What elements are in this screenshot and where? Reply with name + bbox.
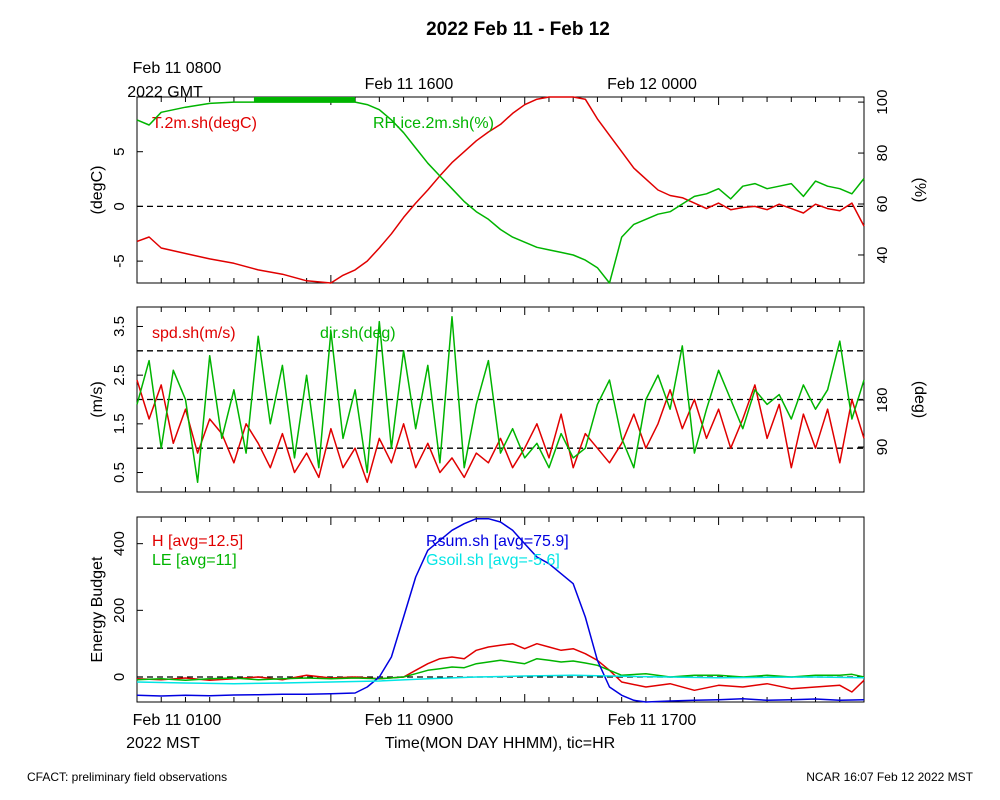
y-tick-label: 5 — [111, 148, 128, 156]
series-line-gsoil-sh-avg-5-6 — [136, 674, 865, 685]
energy-budget-panel: 0 200 400 Energy Budget H [avg=12.5] LE [avg=… — [89, 516, 865, 703]
y-tick-label: 0.5 — [111, 462, 128, 483]
top-time-label-1-year: 2022 GMT — [127, 84, 203, 101]
footer-left-note: CFACT: preliminary field observations — [27, 770, 227, 784]
wind-panel: 0.5 1.5 2.5 3.5 180 90 (m/s) (deg) spd.sh(m/s) di… — [89, 306, 928, 493]
series-label-t-2m-sh-degc: T.2m.sh(degC) — [152, 115, 257, 132]
series-label-rsum-sh-avg-75-9: Rsum.sh [avg=75.9] — [426, 533, 569, 550]
y-tick-label: 2.5 — [111, 365, 128, 386]
temperature-humidity-panel: -5 0 5 40 60 80 100 (degC) (%) T.2m.sh(degC) RH.ic… — [89, 90, 928, 284]
series-label-dir-sh-deg: dir.sh(deg) — [320, 325, 396, 342]
series-line-le-avg-11 — [136, 657, 865, 682]
y2-axis-label: (%) — [911, 178, 928, 203]
series-label-le-avg-11: LE [avg=11] — [152, 552, 237, 569]
series-line-h-avg-12-5 — [136, 642, 865, 693]
y-tick-label: 1.5 — [111, 413, 128, 434]
series-label-gsoil-sh-avg-5-6: Gsoil.sh [avg=-5.6] — [426, 552, 560, 569]
y-axis-label: (m/s) — [89, 381, 106, 417]
footer-right-note: NCAR 16:07 Feb 12 2022 MST — [806, 770, 973, 784]
top-time-label-2: Feb 11 1600 — [365, 76, 454, 93]
y2-axis-label: (deg) — [911, 381, 928, 418]
series-line-spd-sh-m-s — [136, 379, 865, 484]
y2-tick-label: 100 — [874, 90, 891, 115]
top-time-label-3: Feb 12 0000 — [607, 76, 697, 93]
y2-tick-label: 90 — [874, 439, 891, 456]
y-axis-label: Energy Budget — [89, 556, 106, 662]
top-time-label-1: Feb 11 0800 — [133, 60, 222, 77]
y-axis-label: (degC) — [89, 166, 106, 215]
chart-title: 2022 Feb 11 - Feb 12 — [426, 19, 610, 40]
y-tick-label: 400 — [111, 531, 128, 556]
series-line-t-2m-sh-degc — [136, 96, 865, 284]
y-tick-label: 3.5 — [111, 316, 128, 337]
y-tick-label: -5 — [111, 254, 128, 267]
bottom-time-label-2: Feb 11 0900 — [365, 712, 454, 729]
series-line-dir-sh-deg — [136, 315, 865, 484]
saturation-marker-strip — [253, 97, 356, 102]
y2-tick-label: 40 — [874, 247, 891, 264]
y-tick-label: 200 — [111, 598, 128, 623]
y2-tick-label: 60 — [874, 196, 891, 213]
series-label-spd-sh-m-s: spd.sh(m/s) — [152, 325, 236, 342]
y-tick-label: 0 — [111, 673, 128, 681]
series-label-rh-ice-2m-sh: RH.ice.2m.sh(%) — [373, 115, 494, 132]
y2-tick-label: 80 — [874, 145, 891, 162]
bottom-time-label-1: Feb 11 0100 — [133, 712, 222, 729]
series-label-h-avg-12-5: H [avg=12.5] — [152, 533, 243, 550]
y-tick-label: 0 — [111, 202, 128, 210]
series-line-rsum-sh-avg-75-9 — [136, 517, 865, 703]
bottom-time-label-3: Feb 11 1700 — [608, 712, 697, 729]
x-axis-label: Time(MON DAY HHMM), tic=HR — [385, 735, 615, 752]
series-line-rh-ice-2m-sh — [136, 101, 865, 284]
bottom-time-label-1-year: 2022 MST — [126, 735, 200, 752]
y2-tick-label: 180 — [874, 387, 891, 412]
